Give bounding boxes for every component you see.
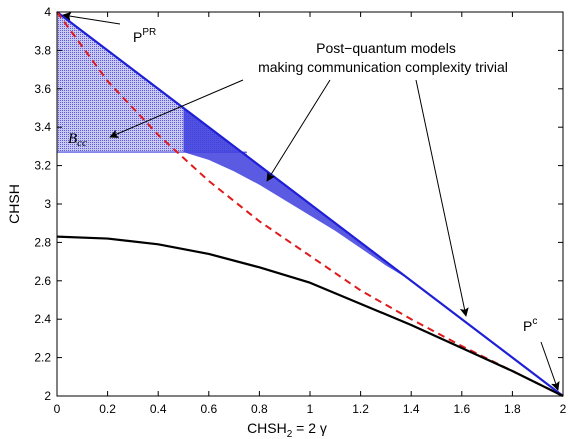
x-tick-label: 0.6 — [200, 402, 217, 416]
post-quantum-arrow-mid — [266, 79, 331, 182]
y-axis-ticks: 2 2.2 2.4 2.6 2.8 3 3.2 3.4 3.6 3.8 4 — [34, 5, 563, 403]
x-axis-ticks: 0 0.2 0.4 0.6 0.8 1 1.2 1.4 1.6 1.8 2 — [54, 12, 567, 416]
ppr-arrow — [62, 11, 121, 25]
series-quantum-curve — [56, 235, 564, 397]
series-dashed-curve — [56, 11, 564, 397]
pc-label: Pc — [523, 316, 537, 334]
y-tick-label: 3.2 — [34, 159, 51, 173]
y-tick-label: 3 — [44, 197, 51, 211]
y-tick-label: 2.6 — [34, 274, 51, 288]
bcc-label: Bcc — [68, 131, 87, 149]
y-tick-label: 3.6 — [34, 82, 51, 96]
y-tick-label: 4 — [44, 5, 51, 19]
annotations: PPR Pc Post−quantum models making commun… — [62, 11, 560, 391]
y-tick-label: 3.8 — [34, 43, 51, 57]
post-quantum-arrow-left — [109, 79, 244, 138]
post-quantum-label-line1: Post−quantum models — [316, 40, 456, 56]
x-tick-label: 1.2 — [352, 402, 369, 416]
y-tick-label: 2.8 — [34, 235, 51, 249]
x-axis-label: CHSH2 = 2 γ — [247, 420, 327, 439]
x-tick-label: 0.8 — [251, 402, 268, 416]
x-tick-label: 0 — [54, 402, 61, 416]
y-axis-label: CHSH — [6, 184, 22, 224]
series-upper-bound-line — [56, 11, 564, 397]
x-tick-label: 1.6 — [453, 402, 470, 416]
y-tick-label: 2 — [44, 389, 51, 403]
x-tick-label: 1 — [307, 402, 314, 416]
post-quantum-arrow-right — [415, 79, 469, 317]
x-tick-label: 1.4 — [403, 402, 420, 416]
y-tick-label: 3.4 — [34, 120, 51, 134]
pc-arrow — [540, 341, 560, 391]
x-tick-label: 0.2 — [99, 402, 116, 416]
y-tick-label: 2.4 — [34, 312, 51, 326]
x-tick-label: 0.4 — [150, 402, 167, 416]
post-quantum-label-line2: making communication complexity trivial — [258, 59, 508, 75]
x-tick-label: 2 — [560, 402, 567, 416]
x-tick-label: 1.8 — [504, 402, 521, 416]
y-tick-label: 2.2 — [34, 351, 51, 365]
series-lines — [56, 11, 564, 397]
ppr-label: PPR — [133, 27, 156, 45]
